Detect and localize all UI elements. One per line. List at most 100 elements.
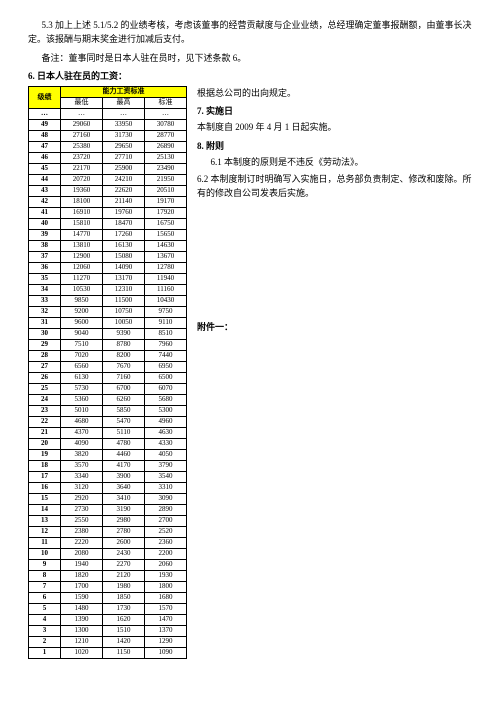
cell-value: 29650: [103, 141, 145, 152]
cell-grade: 13: [29, 515, 61, 526]
cell-value: 21140: [103, 196, 145, 207]
cell-grade: 25: [29, 383, 61, 394]
cell-value: 6950: [145, 361, 187, 372]
table-row: 329200107509750: [29, 306, 187, 317]
cell-value: 3570: [61, 460, 103, 471]
cell-value: 9200: [61, 306, 103, 317]
cell-ellipsis: …: [145, 108, 187, 119]
cell-value: 19760: [103, 207, 145, 218]
cell-grade: 6: [29, 592, 61, 603]
table-row: 8182021201930: [29, 570, 187, 581]
table-row: 1102011501090: [29, 647, 187, 658]
cell-value: 1850: [103, 592, 145, 603]
cell-value: 13670: [145, 251, 187, 262]
table-row: 49290603395030780: [29, 119, 187, 130]
cell-grade: 40: [29, 218, 61, 229]
cell-value: 20510: [145, 185, 187, 196]
cell-value: 29060: [61, 119, 103, 130]
cell-value: 6130: [61, 372, 103, 383]
cell-value: 1570: [145, 603, 187, 614]
cell-grade: 28: [29, 350, 61, 361]
cell-value: 6500: [145, 372, 187, 383]
cell-grade: 49: [29, 119, 61, 130]
cell-value: 4370: [61, 427, 103, 438]
cell-value: 1940: [61, 559, 103, 570]
cell-grade: 3: [29, 625, 61, 636]
header-norm: 标准: [145, 97, 187, 108]
table-row: 18357041703790: [29, 460, 187, 471]
cell-ellipsis: …: [103, 108, 145, 119]
cell-value: 2700: [145, 515, 187, 526]
cell-grade: 24: [29, 394, 61, 405]
cell-value: 1480: [61, 603, 103, 614]
cell-value: 2780: [103, 526, 145, 537]
cell-value: 11270: [61, 273, 103, 284]
cell-value: 1620: [103, 614, 145, 625]
table-row: 37129001508013670: [29, 251, 187, 262]
attachment-label: 附件一：: [197, 320, 472, 334]
cell-grade: 36: [29, 262, 61, 273]
table-row: 15292034103090: [29, 493, 187, 504]
cell-grade: 19: [29, 449, 61, 460]
two-column-layout: 级绩 能力工资标准 最低 最高 标准 … … … … 4929060339503…: [28, 86, 472, 659]
table-row: 19382044604050: [29, 449, 187, 460]
cell-value: 10530: [61, 284, 103, 295]
cell-value: 9040: [61, 328, 103, 339]
table-row: 22468054704960: [29, 416, 187, 427]
cell-value: 5110: [103, 427, 145, 438]
cell-grade: 8: [29, 570, 61, 581]
cell-grade: 44: [29, 174, 61, 185]
cell-value: 7960: [145, 339, 187, 350]
table-row: 16312036403310: [29, 482, 187, 493]
cell-value: 1290: [145, 636, 187, 647]
cell-value: 2380: [61, 526, 103, 537]
table-row: 319600100509110: [29, 317, 187, 328]
table-row: 45221702590023490: [29, 163, 187, 174]
table-row: 9194022702060: [29, 559, 187, 570]
cell-grade: 42: [29, 196, 61, 207]
table-row: 6159018501680: [29, 592, 187, 603]
cell-value: 19170: [145, 196, 187, 207]
section-7-title: 7. 实施日: [197, 104, 472, 118]
cell-value: 12900: [61, 251, 103, 262]
salary-table: 级绩 能力工资标准 最低 最高 标准 … … … … 4929060339503…: [28, 86, 187, 659]
cell-grade: 47: [29, 141, 61, 152]
table-row: 29751087807960: [29, 339, 187, 350]
cell-grade: 9: [29, 559, 61, 570]
cell-value: 25380: [61, 141, 103, 152]
cell-value: 7510: [61, 339, 103, 350]
cell-value: 1390: [61, 614, 103, 625]
cell-value: 20720: [61, 174, 103, 185]
table-row: 14273031902890: [29, 504, 187, 515]
cell-value: 3820: [61, 449, 103, 460]
cell-value: 1300: [61, 625, 103, 636]
cell-value: 1800: [145, 581, 187, 592]
table-row: 11222026002360: [29, 537, 187, 548]
table-row: 40158101847016750: [29, 218, 187, 229]
table-row: 23501058505300: [29, 405, 187, 416]
cell-value: 1820: [61, 570, 103, 581]
cell-value: 10430: [145, 295, 187, 306]
table-row: 3130015101370: [29, 625, 187, 636]
cell-grade: 1: [29, 647, 61, 658]
table-row: 20409047804330: [29, 438, 187, 449]
cell-value: 5850: [103, 405, 145, 416]
cell-grade: 29: [29, 339, 61, 350]
table-column: 级绩 能力工资标准 最低 最高 标准 … … … … 4929060339503…: [28, 86, 187, 659]
table-row: 13255029802700: [29, 515, 187, 526]
table-row: 4139016201470: [29, 614, 187, 625]
cell-grade: 41: [29, 207, 61, 218]
table-row: 25573067006070: [29, 383, 187, 394]
cell-value: 4050: [145, 449, 187, 460]
cell-grade: 15: [29, 493, 61, 504]
table-row: 27656076706950: [29, 361, 187, 372]
cell-grade: 37: [29, 251, 61, 262]
table-row: 38138101613014630: [29, 240, 187, 251]
cell-value: 15650: [145, 229, 187, 240]
cell-value: 11500: [103, 295, 145, 306]
table-row: 46237202771025130: [29, 152, 187, 163]
cell-grade: 26: [29, 372, 61, 383]
cell-grade: 11: [29, 537, 61, 548]
section-8-item-1: 6.1 本制度的原则是不违反《劳动法》。: [197, 155, 472, 169]
cell-value: 7440: [145, 350, 187, 361]
